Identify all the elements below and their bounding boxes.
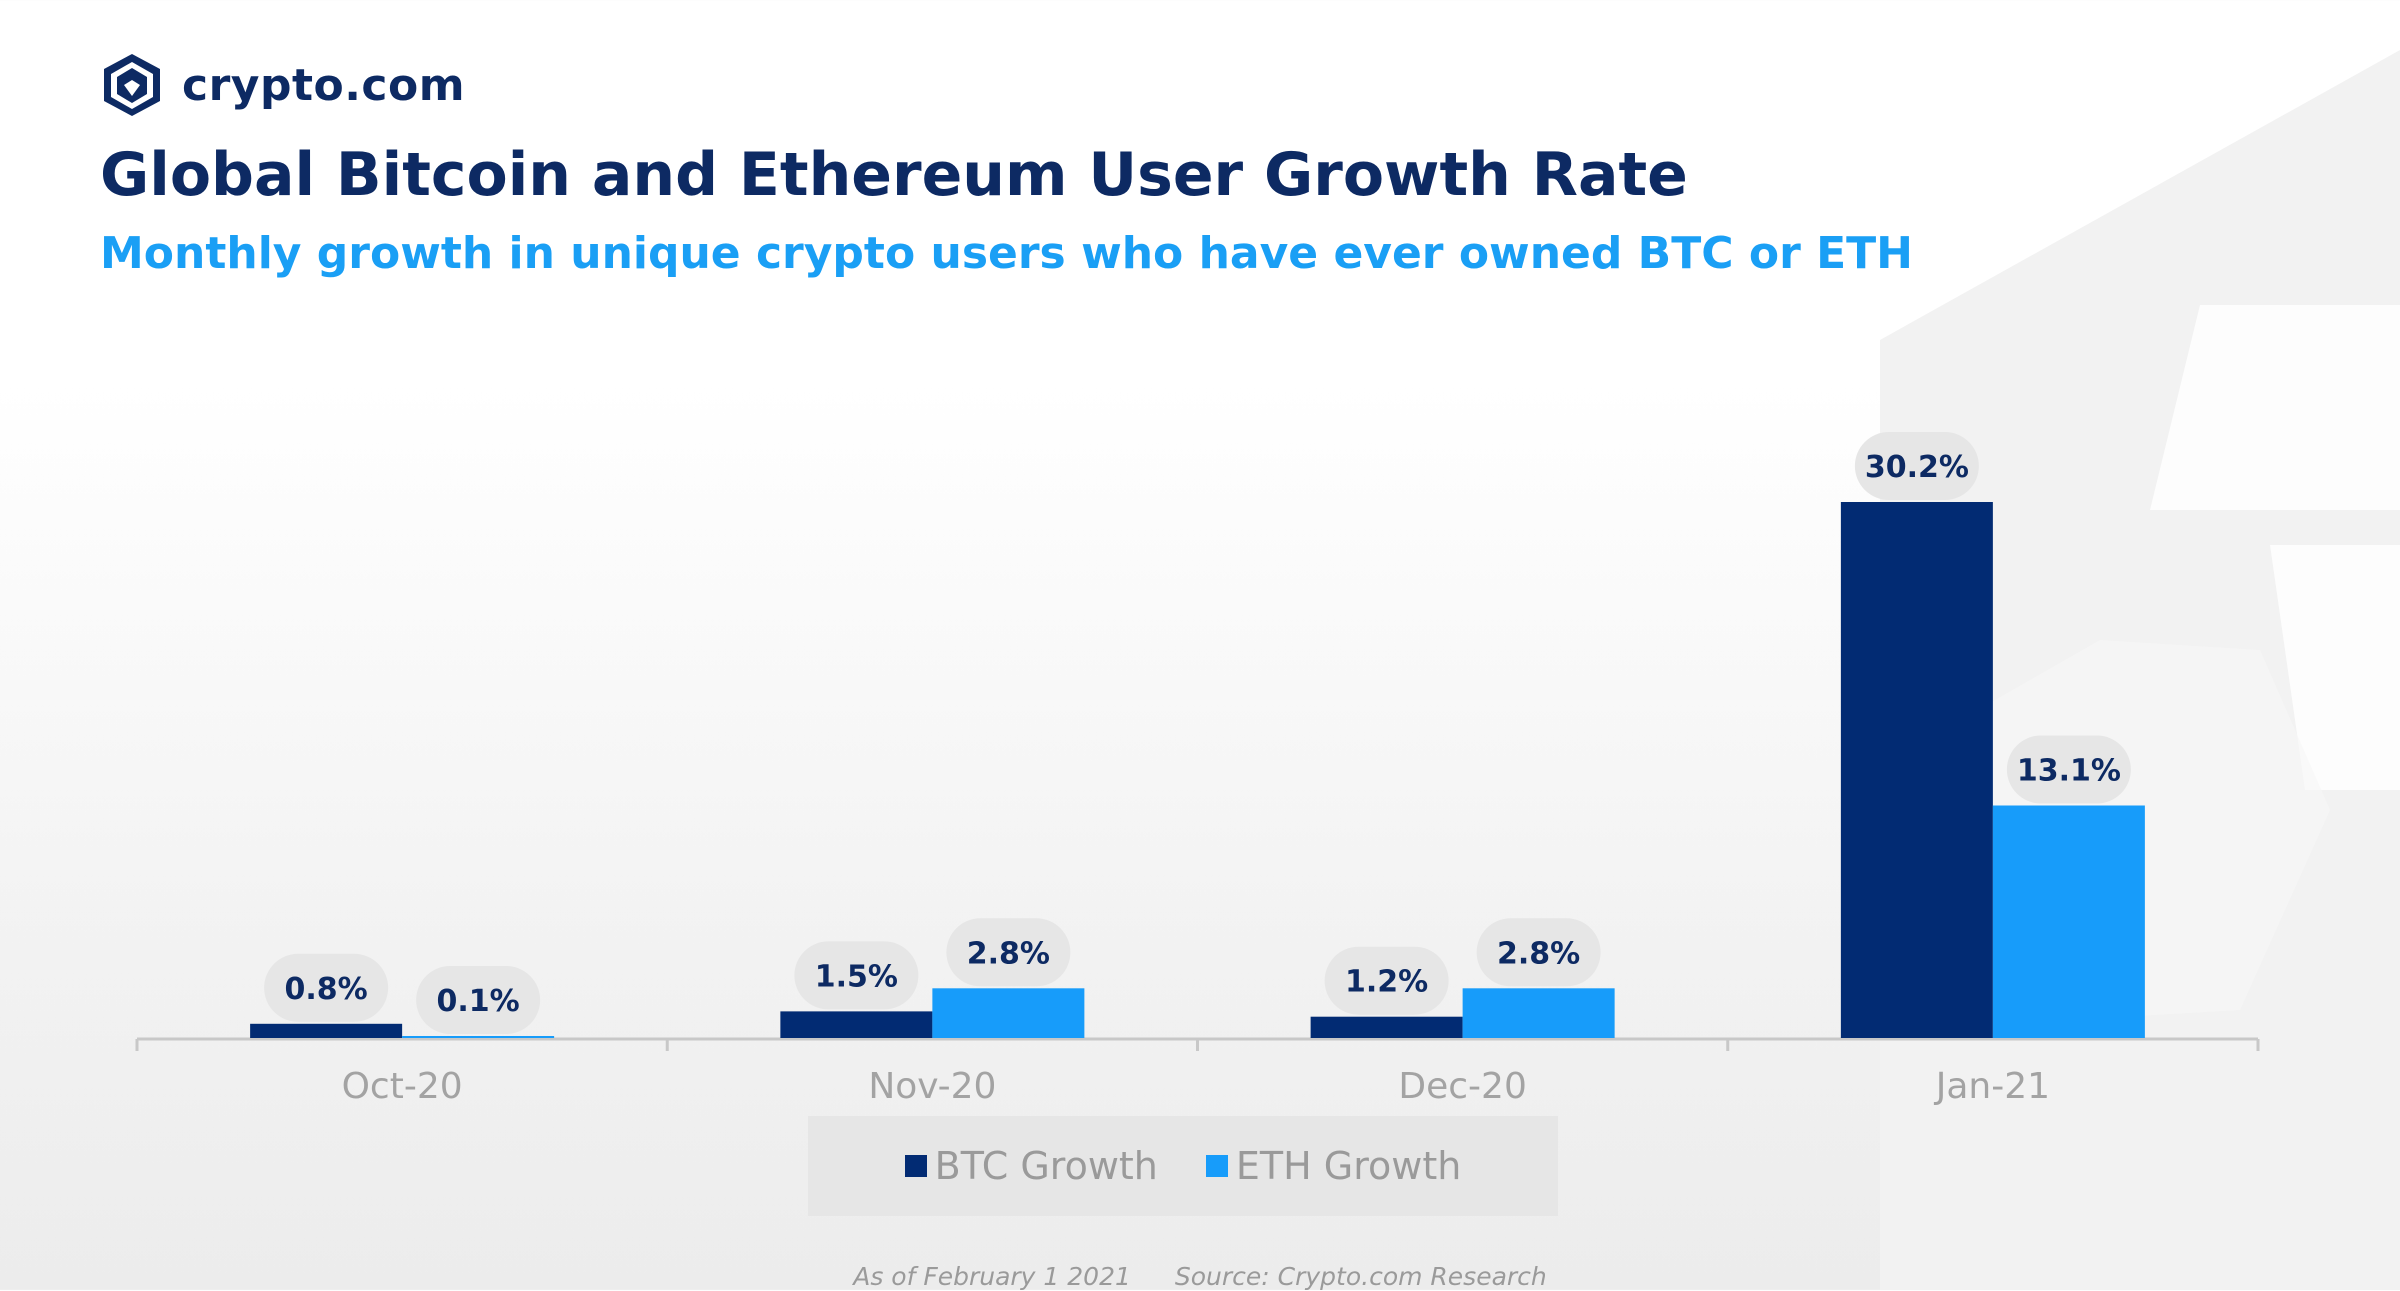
data-label-bg — [2006, 735, 2131, 804]
data-label: 2.8% — [1497, 936, 1580, 971]
bar-eth — [1992, 805, 2145, 1038]
x-tick-label: Dec-20 — [1398, 1066, 1526, 1107]
bar-btc — [250, 1023, 403, 1038]
data-label-bg — [1854, 432, 1979, 500]
legend-swatch-btc — [904, 1155, 927, 1177]
legend-item-btc: BTC Growth — [904, 1144, 1158, 1188]
bar-eth — [1462, 988, 1615, 1038]
x-tick-label: Nov-20 — [868, 1066, 996, 1107]
chart-subtitle: Monthly growth in unique crypto users wh… — [100, 228, 1913, 279]
bar-btc — [780, 1011, 933, 1038]
data-label: 1.5% — [815, 959, 898, 994]
bar-eth — [932, 988, 1085, 1038]
brand-name: crypto.com — [182, 59, 466, 111]
legend-label-eth: ETH Growth — [1235, 1144, 1462, 1188]
brand-logo: crypto.com — [100, 52, 465, 118]
bar-btc — [1310, 1016, 1463, 1038]
lion-shield-icon — [104, 54, 160, 116]
data-label: 30.2% — [1865, 450, 1969, 485]
chart-legend: BTC Growth ETH Growth — [808, 1116, 1558, 1216]
data-label: 1.2% — [1345, 965, 1428, 1000]
bar-eth — [402, 1036, 555, 1038]
data-label-bg — [1476, 918, 1601, 987]
data-label-bg — [794, 941, 919, 1010]
legend-swatch-eth — [1205, 1155, 1228, 1177]
data-label-bg — [416, 966, 541, 1034]
chart-title: Global Bitcoin and Ethereum User Growth … — [100, 140, 1688, 210]
x-tick-label: Jan-21 — [1934, 1066, 2050, 1107]
data-label: 0.1% — [437, 984, 520, 1019]
data-label: 2.8% — [967, 936, 1050, 971]
data-label-bg — [946, 918, 1071, 987]
data-label: 0.8% — [285, 972, 368, 1007]
legend-label-btc: BTC Growth — [934, 1144, 1158, 1188]
data-label: 13.1% — [2017, 753, 2121, 788]
data-label-bg — [264, 953, 389, 1022]
x-tick-label: Oct-20 — [342, 1066, 463, 1107]
footer-as-of: As of February 1 2021 — [853, 1262, 1131, 1291]
footer-source: Source: Crypto.com Research — [1174, 1262, 1547, 1291]
bar-btc — [1840, 502, 1993, 1038]
data-label-bg — [1324, 946, 1449, 1015]
legend-item-eth: ETH Growth — [1205, 1144, 1462, 1188]
footer-note: As of February 1 2021 Source: Crypto.com… — [0, 1262, 2400, 1291]
